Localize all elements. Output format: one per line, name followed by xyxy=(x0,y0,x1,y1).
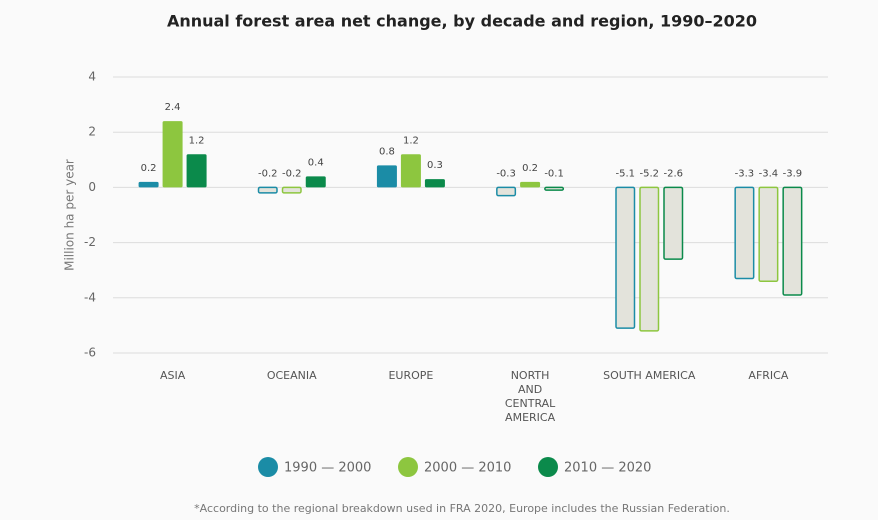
value-label: -3.9 xyxy=(783,168,803,179)
bar xyxy=(424,179,445,188)
bar xyxy=(376,165,397,188)
y-tick-label: -4 xyxy=(84,290,96,304)
x-tick-label: SOUTH AMERICA xyxy=(603,369,696,382)
x-tick-label: NORTH AND CENTRAL AMERICA xyxy=(504,369,556,424)
bar xyxy=(281,186,302,194)
value-label: 2.4 xyxy=(165,102,181,113)
legend-swatch xyxy=(538,457,558,477)
y-tick-label: 2 xyxy=(88,125,96,139)
footnote: *According to the regional breakdown use… xyxy=(194,502,730,515)
y-tick-label: -6 xyxy=(84,346,96,360)
value-label: 0.8 xyxy=(379,146,395,157)
value-label: -3.3 xyxy=(735,168,755,179)
value-label: 1.2 xyxy=(403,135,419,146)
x-tick-label: EUROPE xyxy=(388,369,434,382)
value-label: 0.3 xyxy=(427,160,443,171)
bar xyxy=(615,186,636,329)
bar xyxy=(305,176,326,188)
value-label: 1.2 xyxy=(189,135,205,146)
bar xyxy=(544,186,565,191)
legend-label: 1990 — 2000 xyxy=(284,461,371,476)
value-label: 0.2 xyxy=(522,163,538,174)
y-axis-label: Million ha per year xyxy=(63,159,77,271)
value-label: -0.1 xyxy=(544,168,564,179)
value-label: 0.4 xyxy=(308,157,324,168)
bar xyxy=(663,186,684,260)
legend-swatch xyxy=(258,457,278,477)
bar xyxy=(520,181,541,188)
value-label: -2.6 xyxy=(663,168,683,179)
bar xyxy=(496,186,517,197)
value-label: -5.2 xyxy=(639,168,659,179)
x-tick-label: AFRICA xyxy=(748,369,789,382)
x-tick-label: ASIA xyxy=(159,369,186,382)
bar xyxy=(138,181,159,188)
bar xyxy=(758,186,779,282)
bar xyxy=(782,186,803,296)
bar xyxy=(162,121,183,188)
y-tick-label: 4 xyxy=(88,70,96,84)
value-label: -0.2 xyxy=(282,168,302,179)
value-label: -0.2 xyxy=(258,168,278,179)
value-label: -0.3 xyxy=(496,168,516,179)
y-tick-label: -2 xyxy=(84,235,96,249)
legend-label: 2010 — 2020 xyxy=(564,461,651,476)
bar xyxy=(639,186,660,332)
x-tick-label: OCEANIA xyxy=(266,369,317,382)
legend-swatch xyxy=(398,457,418,477)
chart-title: Annual forest area net change, by decade… xyxy=(167,12,757,31)
bar xyxy=(734,186,755,280)
value-label: 0.2 xyxy=(141,163,157,174)
bar xyxy=(257,186,278,194)
bar xyxy=(186,154,207,188)
legend-label: 2000 — 2010 xyxy=(424,461,511,476)
bar xyxy=(400,154,421,188)
value-label: -3.4 xyxy=(759,168,779,179)
y-tick-label: 0 xyxy=(88,180,96,194)
value-label: -5.1 xyxy=(615,168,635,179)
